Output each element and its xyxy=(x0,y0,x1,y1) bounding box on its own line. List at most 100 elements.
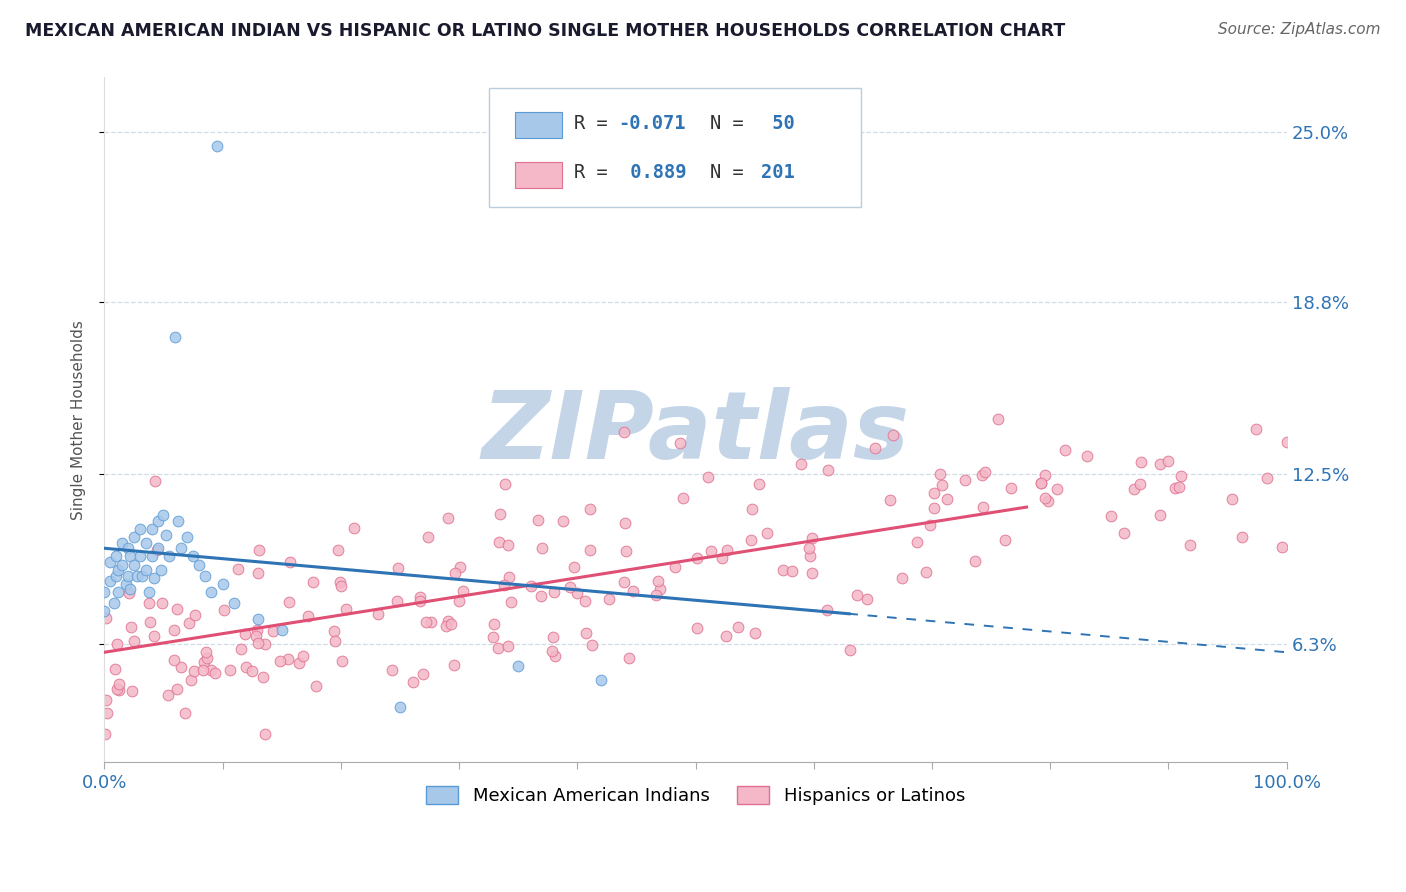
Point xyxy=(686,621,709,635)
Point xyxy=(994,533,1017,547)
Point xyxy=(1220,491,1243,506)
Point xyxy=(972,500,994,514)
Point xyxy=(121,683,143,698)
Point xyxy=(212,602,235,616)
Point xyxy=(1046,482,1069,496)
Point xyxy=(146,541,169,556)
Point xyxy=(96,611,118,625)
Point xyxy=(105,681,128,696)
Point xyxy=(914,565,936,579)
Point xyxy=(496,639,519,653)
Point xyxy=(247,566,270,581)
Point xyxy=(120,549,142,564)
Point xyxy=(156,688,179,702)
Point xyxy=(1164,481,1187,495)
Point xyxy=(194,645,217,659)
Point xyxy=(801,566,824,580)
Point xyxy=(672,491,695,506)
Point xyxy=(621,584,644,599)
Point xyxy=(486,640,509,655)
Point xyxy=(1129,477,1152,491)
Point xyxy=(863,441,886,455)
Point xyxy=(224,596,246,610)
Point xyxy=(381,663,404,677)
Point xyxy=(699,544,721,558)
Point xyxy=(326,542,349,557)
Point xyxy=(716,543,738,558)
Point xyxy=(135,563,157,577)
Point xyxy=(143,474,166,488)
Point xyxy=(253,637,276,651)
Point xyxy=(531,541,554,555)
Point xyxy=(780,564,803,578)
Point xyxy=(291,649,314,664)
Point xyxy=(970,468,993,483)
Point xyxy=(187,558,209,572)
Point xyxy=(882,427,904,442)
Point xyxy=(494,477,516,491)
Point xyxy=(211,577,233,591)
Point xyxy=(128,522,150,536)
Point xyxy=(1275,435,1298,450)
Text: -0.071: -0.071 xyxy=(619,114,686,133)
Point xyxy=(122,634,145,648)
Point xyxy=(696,470,718,484)
Point xyxy=(931,478,953,492)
Point xyxy=(1244,422,1267,436)
Point xyxy=(1129,455,1152,469)
Point xyxy=(415,615,437,629)
Point xyxy=(799,549,821,564)
Point xyxy=(166,601,188,615)
Text: N =: N = xyxy=(710,163,755,182)
Point xyxy=(613,425,636,439)
Point xyxy=(191,663,214,677)
Point xyxy=(839,643,862,657)
Point xyxy=(440,617,463,632)
Point xyxy=(727,620,749,634)
Point xyxy=(613,575,636,590)
Point xyxy=(817,463,839,477)
Point xyxy=(179,615,201,630)
Point xyxy=(1232,530,1254,544)
Point xyxy=(103,596,125,610)
Point xyxy=(578,502,600,516)
Text: MEXICAN AMERICAN INDIAN VS HISPANIC OR LATINO SINGLE MOTHER HOUSEHOLDS CORRELATI: MEXICAN AMERICAN INDIAN VS HISPANIC OR L… xyxy=(25,22,1066,40)
Point xyxy=(598,592,620,607)
Bar xyxy=(515,112,562,138)
Text: R =: R = xyxy=(574,114,619,133)
Point xyxy=(856,592,879,607)
Point xyxy=(120,582,142,597)
Point xyxy=(194,568,217,582)
Point xyxy=(1099,509,1122,524)
Point xyxy=(131,568,153,582)
Point xyxy=(801,531,824,545)
Point xyxy=(138,596,160,610)
Point xyxy=(195,651,218,665)
Point xyxy=(710,551,733,566)
Point xyxy=(247,543,270,558)
Point xyxy=(891,571,914,585)
Point xyxy=(105,549,128,564)
Point xyxy=(489,508,512,522)
Text: R =: R = xyxy=(574,163,619,182)
Point xyxy=(1033,467,1056,482)
Point xyxy=(111,536,134,550)
Point xyxy=(155,527,177,541)
Point xyxy=(193,655,215,669)
Point xyxy=(297,609,319,624)
Point xyxy=(1271,540,1294,554)
Point xyxy=(145,543,167,558)
Point xyxy=(526,513,548,527)
Point xyxy=(104,662,127,676)
Point xyxy=(235,660,257,674)
Point xyxy=(111,558,134,572)
Point xyxy=(589,673,612,687)
Point xyxy=(388,700,411,714)
Text: Source: ZipAtlas.com: Source: ZipAtlas.com xyxy=(1218,22,1381,37)
FancyBboxPatch shape xyxy=(488,87,860,208)
Point xyxy=(918,517,941,532)
Text: N =: N = xyxy=(710,114,755,133)
Point xyxy=(928,467,950,481)
Point xyxy=(616,544,638,558)
Point xyxy=(905,534,928,549)
